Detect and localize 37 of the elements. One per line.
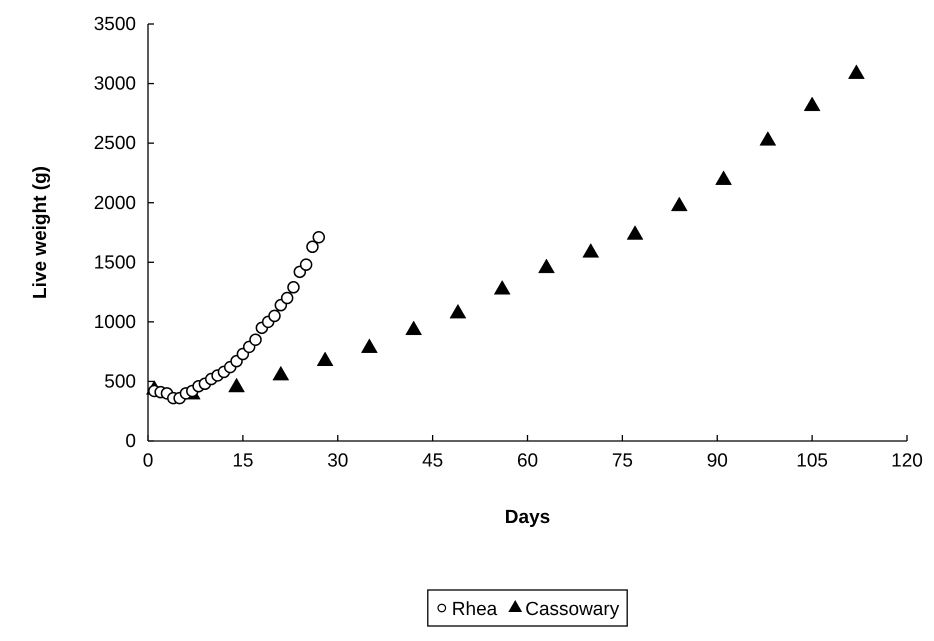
legend-label: Cassowary — [525, 599, 620, 620]
legend-label: Rhea — [452, 599, 498, 620]
y-tick-label: 2000 — [94, 192, 136, 214]
point — [582, 243, 599, 258]
point — [626, 225, 644, 240]
point — [306, 240, 319, 254]
point — [268, 310, 281, 322]
point — [494, 280, 510, 295]
x-tick-label: 45 — [422, 450, 444, 472]
point — [280, 292, 294, 304]
point — [312, 231, 326, 244]
x-tick-label: 15 — [232, 450, 254, 472]
point — [715, 170, 732, 185]
y-tick-label: 500 — [104, 372, 136, 393]
x-tick-label: 90 — [706, 450, 728, 472]
x-axis-title: Days — [504, 507, 550, 528]
x-tick-label: 105 — [796, 450, 828, 472]
y-tick-label: 1000 — [94, 312, 136, 333]
point — [760, 131, 776, 146]
point — [848, 64, 865, 79]
point — [804, 96, 820, 112]
y-tick-label: 3000 — [94, 74, 136, 95]
x-tick-label: 120 — [891, 450, 923, 472]
x-tick-label: 30 — [327, 450, 348, 472]
point — [249, 333, 262, 346]
x-tick-label: 75 — [612, 450, 633, 472]
y-tick-label: 3500 — [94, 14, 136, 36]
point — [671, 196, 688, 212]
y-tick-label: 1500 — [94, 252, 136, 274]
y-tick-label: 2500 — [94, 133, 136, 154]
point — [538, 258, 555, 274]
y-axis-title: Live weight (g) — [30, 166, 51, 299]
x-tick-label: 60 — [516, 450, 538, 472]
point — [287, 281, 300, 294]
point — [300, 258, 312, 271]
x-tick-label: 0 — [142, 450, 154, 472]
y-tick-label: 0 — [125, 431, 136, 452]
